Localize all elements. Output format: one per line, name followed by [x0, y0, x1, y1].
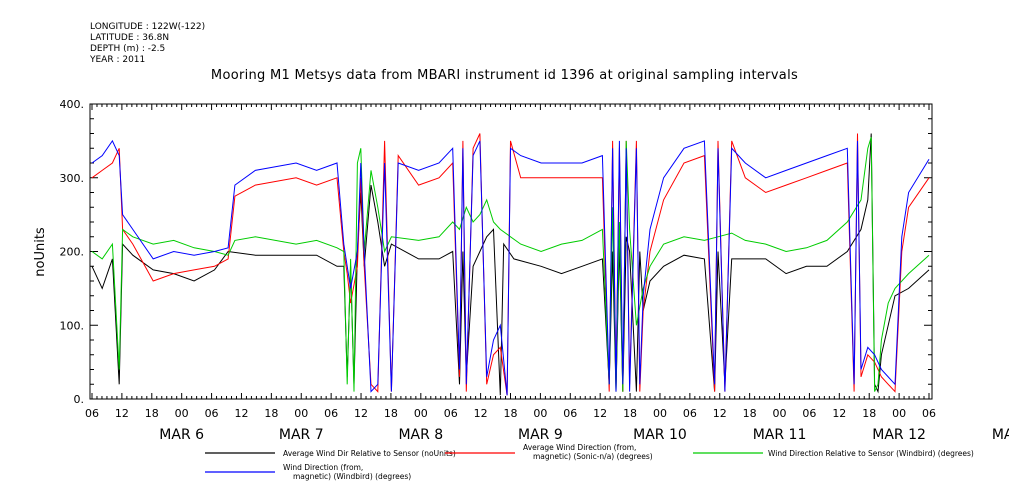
legend: Average Wind Dir Relative to Sensor (noU… — [205, 443, 974, 481]
x-hour-label: 06 — [444, 407, 458, 420]
x-hour-label: 00 — [653, 407, 667, 420]
x-day-label: MAR 11 — [753, 427, 807, 443]
x-day-label: MAR 9 — [518, 427, 563, 443]
y-tick-label: 200. — [60, 246, 85, 259]
x-hour-label: 00 — [414, 407, 428, 420]
x-day-label: MAR 10 — [633, 427, 687, 443]
depth-label: DEPTH (m) : -2.5 — [90, 44, 166, 54]
x-hour-label: 06 — [922, 407, 936, 420]
y-axis-label: noUnits — [33, 227, 48, 277]
x-day-label: MAR 6 — [159, 427, 204, 443]
x-hour-label: 18 — [623, 407, 637, 420]
x-hour-label: 18 — [743, 407, 757, 420]
series-line-1 — [91, 133, 930, 396]
y-tick-labels: 0. 100. 200. 300. 400. — [60, 98, 85, 406]
x-hour-label: 12 — [713, 407, 727, 420]
x-hour-label: 06 — [802, 407, 816, 420]
x-hour-label: 12 — [234, 407, 248, 420]
x-day-label: MAR 8 — [398, 427, 443, 443]
plot-frame — [89, 103, 933, 400]
x-hour-label: 00 — [175, 407, 189, 420]
x-hour-label: 18 — [504, 407, 518, 420]
series-layer — [91, 133, 930, 396]
x-tick-labels: 06 12 18 00 06 12 18 00 06 12 18 00 06 12 18 00 06 12 18 00… — [85, 407, 1009, 443]
x-hour-label: 06 — [85, 407, 99, 420]
x-day-label: MAR 13 — [992, 427, 1009, 443]
year-label: YEAR : 2011 — [90, 55, 146, 65]
legend-label: Average Wind Dir Relative to Sensor (noU… — [283, 449, 456, 458]
y-tick-label: 100. — [60, 319, 85, 332]
x-hour-label: 12 — [832, 407, 846, 420]
x-hour-label: 00 — [533, 407, 547, 420]
metadata-block: LONGITUDE : 122W(-122) LATITUDE : 36.8N … — [90, 22, 205, 66]
chart-title: Mooring M1 Metsys data from MBARI instru… — [210, 68, 799, 83]
x-hour-label: 00 — [773, 407, 787, 420]
x-day-label: MAR 7 — [279, 427, 324, 443]
x-hour-label: 12 — [354, 407, 368, 420]
x-hour-label: 12 — [593, 407, 607, 420]
series-line-0 — [91, 133, 930, 396]
y-tick-label: 400. — [60, 98, 85, 111]
legend-label: Wind Direction (from, magnetic) (Windbird… — [283, 463, 411, 481]
x-day-label: MAR 12 — [872, 427, 926, 443]
x-hour-label: 18 — [145, 407, 159, 420]
x-hour-label: 18 — [862, 407, 876, 420]
x-hour-label: 06 — [683, 407, 697, 420]
x-hour-label: 06 — [205, 407, 219, 420]
series-line-2 — [91, 137, 930, 392]
x-hour-label: 18 — [384, 407, 398, 420]
legend-label: Wind Direction Relative to Sensor (Windb… — [768, 449, 974, 458]
series-line-3 — [91, 139, 930, 396]
x-hour-label: 12 — [474, 407, 488, 420]
x-hour-label: 06 — [324, 407, 338, 420]
x-hour-label: 18 — [264, 407, 278, 420]
longitude-label: LONGITUDE : 122W(-122) — [90, 22, 206, 32]
x-hour-label: 12 — [115, 407, 129, 420]
x-hour-label: 00 — [294, 407, 308, 420]
legend-label: Average Wind Direction (from, magnetic) (… — [523, 443, 653, 461]
x-hour-label: 00 — [892, 407, 906, 420]
latitude-label: LATITUDE : 36.8N — [90, 33, 170, 43]
y-tick-label: 300. — [60, 172, 85, 185]
x-hour-label: 06 — [563, 407, 577, 420]
y-tick-label: 0. — [74, 393, 85, 406]
